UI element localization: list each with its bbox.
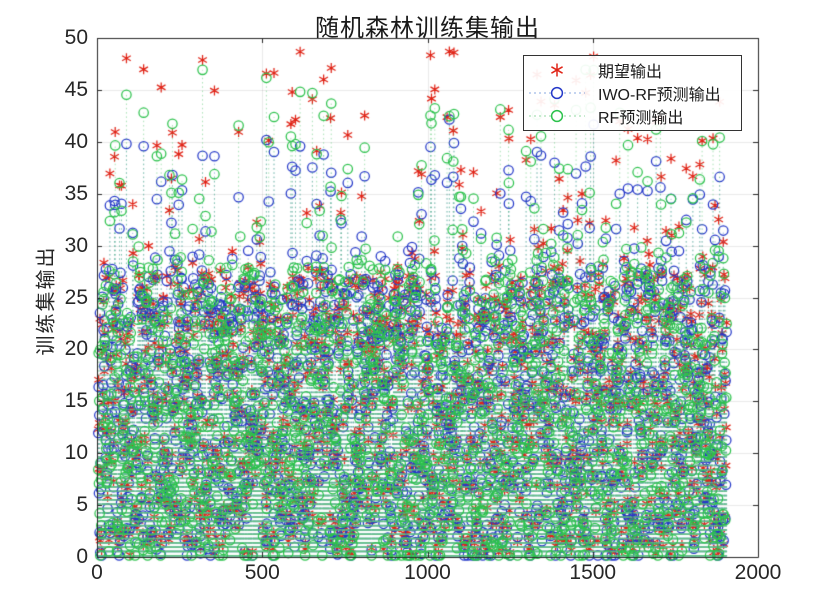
y-tick-label: 45 bbox=[64, 77, 88, 101]
legend-label: RF预测输出 bbox=[598, 110, 684, 128]
y-tick-label: 35 bbox=[64, 181, 88, 205]
legend-label: IWO-RF预测输出 bbox=[598, 86, 721, 104]
y-tick-label: 25 bbox=[64, 285, 88, 309]
stem-circle-marker-icon bbox=[529, 86, 585, 100]
legend-item-expected-output: 期望输出 bbox=[524, 58, 741, 81]
chart-title: 随机森林训练集输出 bbox=[315, 15, 540, 42]
asterisk-marker-icon bbox=[551, 63, 563, 77]
y-tick-label: 40 bbox=[64, 129, 88, 153]
x-tick-label: 500 bbox=[244, 561, 280, 584]
x-tick-label: 2000 bbox=[734, 561, 782, 584]
y-tick-label: 50 bbox=[64, 26, 88, 49]
y-tick-label: 15 bbox=[64, 389, 88, 413]
x-tick-label: 0 bbox=[91, 561, 103, 584]
y-tick-label: 30 bbox=[64, 233, 88, 257]
legend-item-rf-output: RF预测输出 bbox=[524, 105, 741, 128]
x-tick-label: 1500 bbox=[569, 561, 617, 584]
stem-circle-marker-icon bbox=[529, 110, 585, 123]
y-tick-label: 5 bbox=[76, 493, 88, 517]
y-tick-label: 0 bbox=[76, 545, 88, 568]
y-tick-label: 20 bbox=[64, 337, 88, 361]
legend-item-iwo-rf-output: IWO-RF预测输出 bbox=[524, 81, 741, 104]
x-tick-label: 1000 bbox=[404, 561, 451, 584]
y-tick-label: 10 bbox=[64, 441, 88, 465]
legend-label: 期望输出 bbox=[598, 63, 663, 81]
legend: 期望输出 IWO-RF预测输出 RF预测输出 bbox=[523, 55, 742, 131]
